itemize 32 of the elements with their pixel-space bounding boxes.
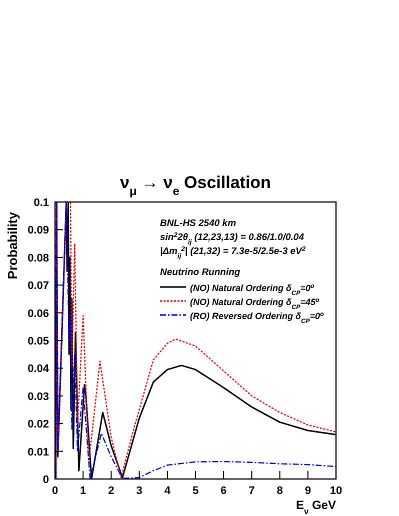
x-axis-title: E$_{ν}$ GeV <box>296 498 336 516</box>
chart-title: ν$_{μ}$ → ν$_{e}$ Oscillation <box>120 173 271 198</box>
legend-label: (NO) Natural Ordering δ$_{CP}$=0$^{o}$ <box>190 282 315 296</box>
y-tick-label: 0.09 <box>28 224 49 237</box>
y-axis-title: Probability <box>5 211 20 280</box>
x-tick-label: 4 <box>164 485 172 497</box>
y-tick-label: 0.01 <box>28 446 49 458</box>
legend-title: Neutrino Running <box>160 267 240 278</box>
y-tick-label: 0.05 <box>28 336 49 348</box>
y-tick-label: 0.04 <box>28 363 50 376</box>
legend-label: (RO) Reversed Ordering δ$_{CP}$=0$^{o}$ <box>190 310 324 324</box>
y-tick-label: 0.06 <box>28 308 49 320</box>
y-tick-label: 0.03 <box>28 390 49 403</box>
y-tick-label: 0.08 <box>28 252 49 264</box>
x-tick-label: 8 <box>276 485 283 497</box>
x-tick-label: 0 <box>52 485 58 497</box>
x-tick-label: 7 <box>248 485 255 497</box>
annotation: sin$^{2}$2θ$_{ij}$ (12,23,13) = 0.86/1.0/0.04 <box>160 232 305 246</box>
x-tick-label: 5 <box>192 485 199 497</box>
x-tick-label: 2 <box>108 485 114 497</box>
y-tick-label: 0 <box>42 474 49 486</box>
x-tick-label: 10 <box>330 485 342 497</box>
x-tick-label: 3 <box>136 485 142 497</box>
x-tick-label: 6 <box>220 485 227 497</box>
annotation: BNL-HS 2540 km <box>160 218 237 229</box>
legend-label: (NO) Natural Ordering δ$_{CP}$=45$^{o}$ <box>190 296 320 310</box>
y-tick-label: 0.02 <box>28 418 49 431</box>
y-tick-label: 0.07 <box>28 280 49 292</box>
annotation: |Δm$_{ij}$$^{2}$| (21,32) = 7.3e-5/2.5e-3 eV$^{2}$ <box>160 246 306 260</box>
y-tick-label: 0.1 <box>34 197 49 209</box>
x-tick-label: 9 <box>304 485 311 497</box>
x-tick-label: 1 <box>80 485 86 497</box>
